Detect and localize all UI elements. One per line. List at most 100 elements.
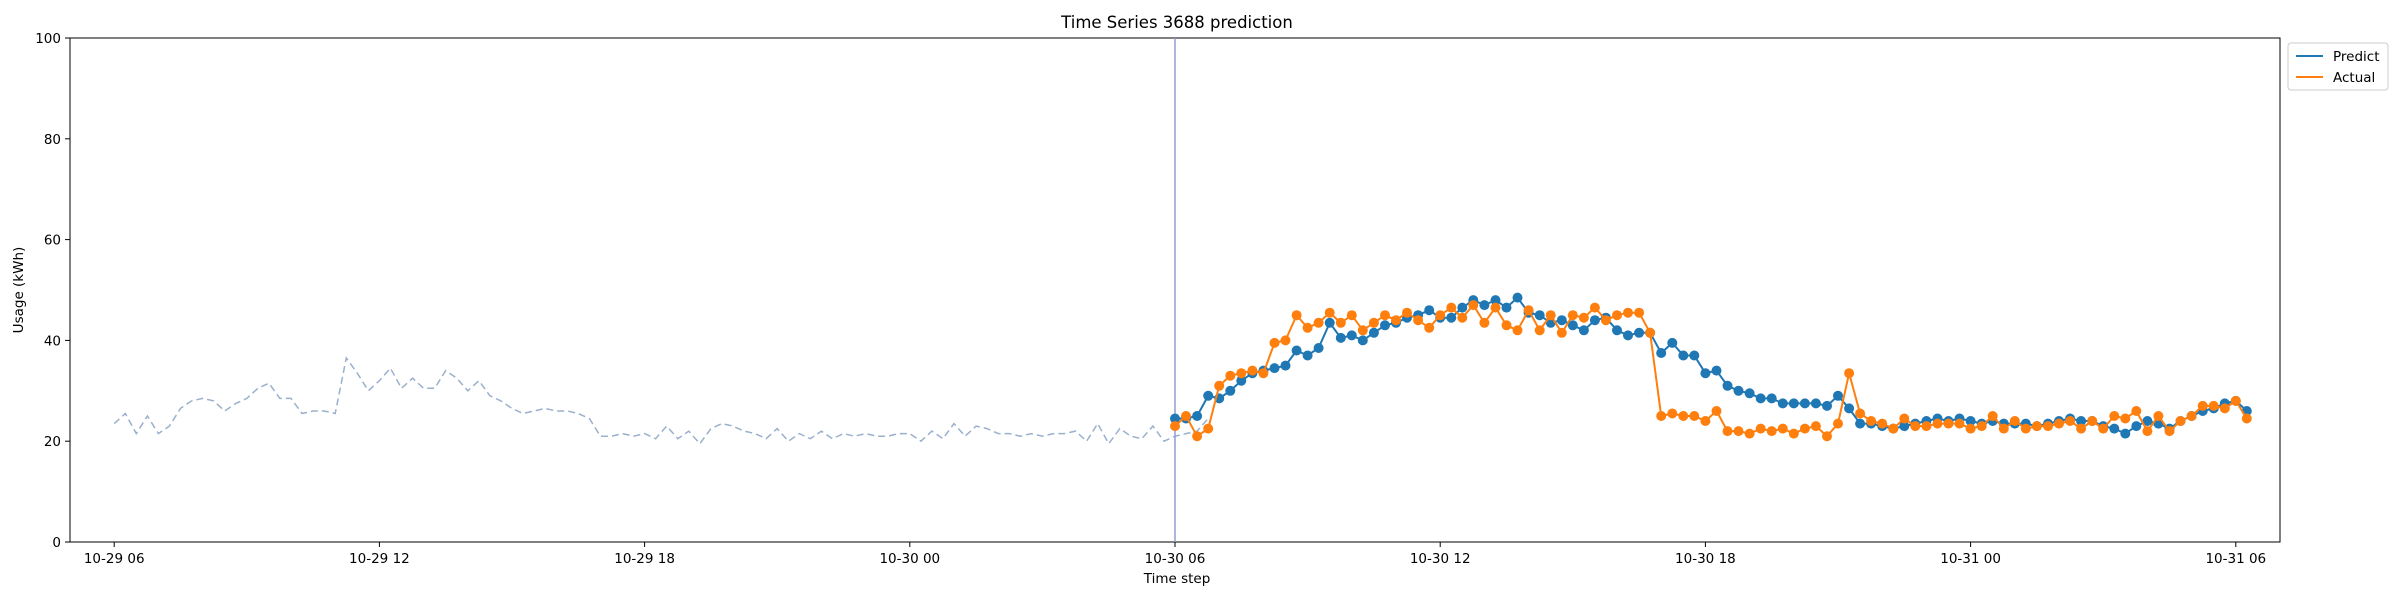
predict-point [1788, 398, 1799, 409]
actual-point [1380, 310, 1390, 321]
actual-point [1203, 423, 1214, 434]
actual-point [1346, 310, 1357, 321]
actual-point [1534, 325, 1545, 336]
predict-point [1766, 393, 1777, 404]
legend: Predict Actual [2287, 42, 2389, 91]
predict-point [1711, 365, 1722, 376]
predict-point [1965, 416, 1976, 426]
actual-point [1711, 406, 1722, 416]
actual-point [1357, 325, 1368, 336]
actual-point [2020, 423, 2031, 434]
actual-point [1855, 408, 1866, 419]
predict-point [1799, 398, 1810, 409]
actual-point [1435, 310, 1446, 321]
actual-point [1181, 411, 1191, 421]
actual-point [1490, 302, 1501, 313]
actual-point [1689, 411, 1700, 421]
actual-point [1755, 423, 1766, 434]
y-tick-label: 80 [44, 132, 61, 148]
x-axis-label: Time step [1143, 571, 1211, 587]
predict-point [1280, 360, 1291, 371]
actual-point [2054, 418, 2064, 429]
predict-point [1833, 390, 1843, 401]
predict-point [1368, 327, 1379, 338]
predict-point [1512, 292, 1523, 303]
y-axis: 0 20 40 60 80 100 [35, 31, 70, 551]
actual-point [1645, 327, 1656, 338]
predict-point [2120, 428, 2131, 439]
actual-point [1733, 426, 1744, 437]
y-tick-label: 60 [44, 233, 61, 249]
predict-point [1689, 350, 1700, 361]
actual-point [1247, 365, 1258, 376]
actual-point [1766, 426, 1777, 437]
predict-point [1313, 343, 1324, 353]
actual-point [1335, 317, 1346, 328]
actual-point [1479, 317, 1490, 328]
predict-point [1755, 393, 1766, 404]
actual-point [1214, 380, 1225, 391]
actual-point [1589, 302, 1600, 313]
actual-point [1899, 413, 1910, 424]
actual-point [1998, 423, 2009, 434]
x-tick-label: 10-29 18 [614, 551, 675, 567]
predict-point [1324, 317, 1335, 328]
actual-point [1457, 312, 1468, 323]
actual-point [1368, 317, 1379, 328]
actual-point [1545, 310, 1556, 321]
actual-point [1722, 426, 1733, 437]
actual-point [1799, 423, 1810, 434]
actual-point [2219, 403, 2230, 414]
x-tick-label: 10-31 06 [2205, 551, 2266, 567]
actual-point [1612, 310, 1622, 321]
actual-point [1921, 421, 1932, 432]
predict-point [1612, 325, 1622, 336]
actual-point [1910, 421, 1921, 432]
actual-point [2087, 416, 2098, 426]
predict-point [1501, 302, 1512, 313]
predict-point [1556, 315, 1567, 326]
predict-point [1479, 300, 1490, 311]
series-layer [113, 38, 2252, 542]
actual-point [1258, 368, 1269, 379]
legend-box [2287, 42, 2389, 91]
predict-point [1424, 305, 1435, 316]
actual-point [1578, 312, 1589, 323]
actual-point [1833, 418, 1843, 429]
predict-point [1225, 385, 1236, 396]
predict-point [1457, 302, 1468, 313]
predict-point [1667, 337, 1678, 348]
predict-point [1203, 390, 1214, 401]
predict-point [2076, 416, 2087, 426]
actual-point [1170, 421, 1180, 432]
actual-point [2098, 423, 2109, 434]
x-tick-label: 10-30 06 [1145, 551, 1206, 567]
y-tick-label: 40 [44, 333, 61, 349]
actual-point [2076, 423, 2087, 434]
actual-point [1866, 416, 1877, 426]
actual-point [2241, 413, 2252, 424]
predict-point [1777, 398, 1788, 409]
predict-point [1733, 385, 1744, 396]
legend-label-predict: Predict [2333, 49, 2380, 65]
actual-point [1954, 418, 1965, 429]
predict-point [1357, 335, 1368, 346]
predict-point [1380, 320, 1390, 331]
actual-point [2109, 411, 2120, 421]
predict-point [1346, 330, 1357, 341]
y-axis-label: Usage (kWh) [11, 247, 27, 334]
actual-point [1943, 418, 1954, 429]
actual-point [1888, 423, 1899, 434]
actual-point [1512, 325, 1523, 336]
predict-point [1236, 375, 1247, 386]
actual-point [1667, 408, 1678, 419]
actual-point [1932, 418, 1943, 429]
actual-point [2131, 406, 2142, 416]
actual-point [1236, 368, 1247, 379]
actual-point [1225, 370, 1236, 381]
actual-point [2186, 411, 2197, 421]
predict-point [1810, 398, 1821, 409]
chart-title: Time Series 3688 prediction [1060, 13, 1293, 32]
actual-point [1501, 320, 1512, 331]
